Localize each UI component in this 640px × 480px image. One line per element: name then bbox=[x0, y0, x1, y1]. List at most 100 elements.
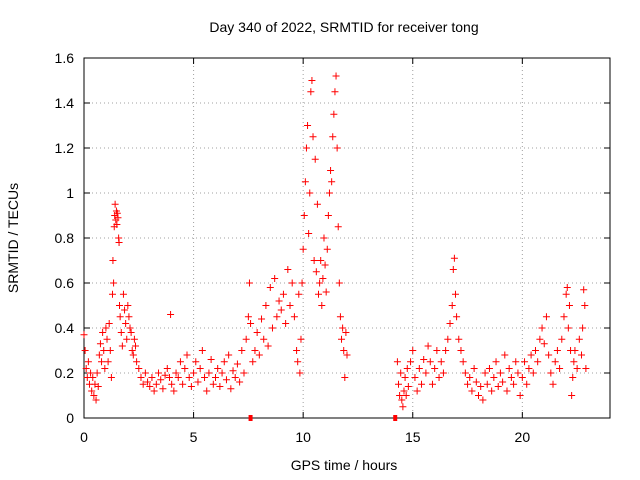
data-point bbox=[540, 340, 548, 348]
data-point bbox=[313, 200, 321, 208]
x-tick-label: 10 bbox=[295, 429, 311, 445]
data-point bbox=[531, 347, 539, 354]
data-point bbox=[245, 279, 253, 287]
data-point bbox=[244, 313, 252, 321]
data-point bbox=[518, 374, 526, 381]
data-point bbox=[176, 358, 184, 366]
data-point bbox=[501, 351, 509, 359]
data-point bbox=[309, 133, 317, 141]
data-point bbox=[236, 378, 244, 386]
data-point bbox=[304, 122, 312, 129]
data-point bbox=[571, 347, 579, 354]
data-point bbox=[420, 356, 428, 363]
data-point bbox=[563, 284, 571, 291]
data-point bbox=[573, 365, 581, 372]
data-point bbox=[525, 365, 533, 372]
data-point bbox=[499, 378, 507, 386]
data-point bbox=[282, 320, 290, 327]
data-point bbox=[396, 392, 404, 399]
data-point bbox=[116, 302, 124, 309]
data-point bbox=[333, 144, 341, 152]
data-point bbox=[172, 369, 180, 377]
data-point bbox=[129, 351, 137, 359]
data-point bbox=[496, 369, 504, 377]
data-point bbox=[433, 347, 441, 354]
data-point bbox=[101, 365, 109, 372]
data-point bbox=[331, 88, 339, 96]
data-point bbox=[403, 365, 411, 372]
data-point bbox=[516, 392, 524, 399]
x-tick-label: 15 bbox=[405, 429, 421, 445]
y-tick-label: 1.4 bbox=[55, 95, 75, 111]
data-point bbox=[468, 387, 476, 395]
data-point bbox=[99, 329, 107, 336]
data-point bbox=[514, 369, 522, 377]
data-point bbox=[439, 369, 447, 377]
data-point bbox=[453, 313, 461, 321]
data-point bbox=[168, 380, 176, 388]
data-point bbox=[225, 351, 233, 359]
data-point bbox=[141, 369, 149, 377]
data-point bbox=[575, 335, 583, 343]
square-marker bbox=[393, 415, 398, 421]
data-point bbox=[238, 347, 246, 354]
data-point bbox=[545, 351, 553, 359]
data-point bbox=[216, 383, 224, 390]
data-point bbox=[279, 290, 287, 298]
data-point bbox=[325, 189, 333, 197]
data-point bbox=[111, 200, 119, 208]
y-axis-label: SRMTID / TECUs bbox=[5, 183, 21, 293]
data-point bbox=[125, 313, 133, 321]
data-point bbox=[82, 365, 90, 372]
data-point bbox=[318, 302, 326, 309]
data-point bbox=[209, 380, 217, 388]
data-point bbox=[494, 383, 502, 390]
y-tick-label: 1.6 bbox=[55, 50, 75, 66]
data-point bbox=[130, 335, 138, 343]
data-point bbox=[327, 167, 335, 174]
data-points bbox=[80, 72, 590, 421]
data-point bbox=[507, 374, 515, 381]
data-point bbox=[569, 374, 577, 381]
data-point bbox=[323, 245, 331, 253]
data-point bbox=[155, 369, 163, 377]
data-point bbox=[132, 342, 140, 350]
data-point bbox=[148, 374, 156, 381]
data-point bbox=[203, 387, 211, 395]
data-point bbox=[84, 358, 92, 366]
data-point bbox=[479, 396, 487, 404]
data-point bbox=[483, 380, 491, 388]
data-point bbox=[397, 369, 405, 377]
data-point bbox=[310, 257, 318, 264]
data-point bbox=[466, 374, 474, 381]
data-point bbox=[174, 374, 182, 381]
data-point bbox=[446, 320, 454, 327]
data-point bbox=[451, 290, 459, 298]
data-point bbox=[322, 288, 330, 296]
data-point bbox=[442, 347, 450, 354]
data-point bbox=[144, 378, 152, 386]
data-point bbox=[457, 347, 465, 354]
data-point bbox=[233, 360, 241, 368]
data-point bbox=[295, 290, 303, 298]
data-point bbox=[268, 324, 276, 332]
data-point bbox=[121, 306, 129, 314]
data-point bbox=[461, 369, 469, 377]
data-point bbox=[106, 347, 114, 354]
data-point bbox=[538, 324, 546, 332]
data-point bbox=[165, 374, 173, 381]
data-point bbox=[89, 374, 97, 381]
data-point bbox=[229, 367, 237, 375]
data-point bbox=[342, 329, 350, 336]
data-point bbox=[116, 313, 124, 321]
data-point bbox=[207, 356, 215, 363]
data-point bbox=[477, 383, 485, 390]
data-point bbox=[214, 365, 222, 372]
data-point bbox=[135, 365, 143, 372]
data-point bbox=[87, 369, 95, 377]
data-point bbox=[536, 335, 544, 343]
data-point bbox=[137, 374, 145, 381]
data-point bbox=[343, 351, 351, 359]
data-point bbox=[444, 335, 452, 343]
data-point bbox=[503, 387, 511, 395]
